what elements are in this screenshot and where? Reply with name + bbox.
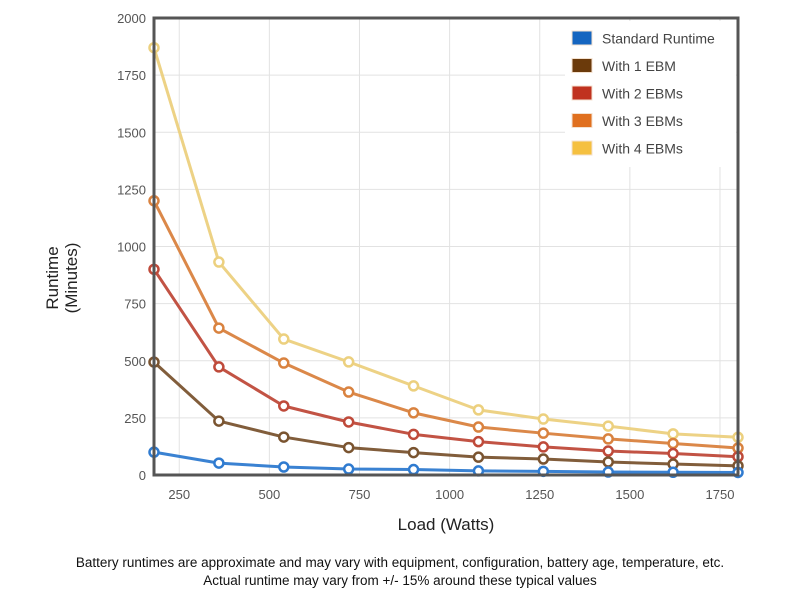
data-point (537, 413, 550, 425)
footnote: Battery runtimes are approximate and may… (0, 554, 800, 590)
legend-swatch (571, 140, 593, 156)
series-line (153, 450, 739, 474)
plot-frame (152, 16, 740, 477)
x-tick-label: 1000 (435, 487, 464, 502)
data-point (667, 428, 679, 440)
data-point (602, 433, 614, 445)
data-point (278, 461, 290, 473)
data-point (278, 400, 290, 412)
data-point (342, 356, 355, 368)
data-point (472, 451, 485, 463)
data-point (342, 463, 355, 475)
data-point (602, 445, 614, 457)
data-point (537, 441, 550, 453)
legend-label: With 1 EBM (602, 58, 676, 74)
y-tick-label: 1750 (117, 68, 146, 83)
y-axis-title: Runtime (Minutes) (43, 243, 81, 314)
legend-item: Standard Runtime (571, 30, 715, 47)
data-point (407, 446, 420, 459)
data-point (537, 453, 550, 465)
data-point (407, 407, 420, 419)
series-line (152, 361, 739, 468)
data-point (342, 386, 355, 398)
data-point (213, 415, 225, 427)
data-point (278, 357, 290, 369)
data-point (213, 361, 225, 373)
legend-item: With 1 EBM (571, 58, 676, 74)
y-axis-title-line2: (Minutes) (62, 243, 81, 314)
data-point (278, 431, 290, 443)
legend-box (565, 21, 736, 167)
series-with-2-ebms (148, 263, 744, 463)
legend-label: With 4 EBMs (602, 141, 683, 157)
data-point (407, 428, 420, 441)
data-point (537, 427, 550, 439)
runtime-chart: 0 250 500 750 1000 1250 1500 1750 2000 250 500 750… (43, 11, 744, 534)
data-point (342, 441, 355, 454)
data-point (342, 416, 355, 428)
data-point (213, 256, 225, 268)
series-line (152, 268, 739, 459)
x-tick-label: 1250 (525, 487, 554, 502)
legend-item: With 2 EBMs (571, 85, 683, 102)
footnote-line-2: Actual runtime may vary from +/- 15% aro… (203, 573, 597, 588)
y-axis-title-line1: Runtime (43, 246, 62, 309)
y-tick-label: 0 (139, 468, 146, 483)
legend-item: With 3 EBMs (571, 113, 683, 129)
legend-swatch (571, 85, 593, 101)
data-point (278, 333, 290, 345)
series-line (152, 200, 739, 450)
footnote-line-1: Battery runtimes are approximate and may… (75, 555, 725, 570)
data-point (472, 404, 485, 416)
legend-swatch (571, 58, 593, 73)
legend-label: With 2 EBMs (602, 86, 683, 102)
legend-label: With 3 EBMs (602, 113, 683, 129)
legend-label: Standard Runtime (602, 31, 715, 47)
x-axis-ticks: 250 500 750 1000 1250 1500 1750 (168, 487, 734, 502)
x-tick-label: 1500 (615, 487, 644, 502)
legend: Standard Runtime With 1 EBM With 2 EBMs Wit… (565, 21, 736, 167)
y-tick-label: 750 (124, 297, 146, 312)
legend-swatch (571, 30, 593, 46)
y-tick-label: 250 (124, 411, 146, 426)
x-tick-label: 500 (259, 487, 281, 502)
y-tick-label: 1500 (117, 125, 146, 140)
y-tick-label: 1000 (117, 240, 146, 255)
data-point (602, 456, 614, 468)
data-point (472, 435, 485, 448)
x-tick-label: 250 (168, 487, 190, 502)
data-point (667, 437, 679, 450)
x-tick-label: 750 (349, 487, 371, 502)
y-axis-ticks: 0 250 500 750 1000 1250 1500 1750 2000 (117, 11, 146, 483)
data-point (213, 322, 225, 334)
data-point (213, 457, 225, 469)
y-tick-label: 2000 (117, 11, 146, 26)
y-tick-label: 1250 (117, 182, 146, 197)
x-tick-label: 1750 (706, 487, 735, 502)
y-tick-label: 500 (124, 354, 146, 369)
data-point (602, 420, 614, 432)
x-axis-title: Load (Watts) (398, 515, 495, 534)
data-point (407, 380, 420, 392)
data-point (472, 421, 485, 433)
data-point (407, 463, 420, 476)
series-with-3-ebms (148, 195, 744, 454)
grid-lines (154, 18, 738, 475)
series-line (152, 47, 739, 439)
legend-item: With 4 EBMs (571, 140, 683, 157)
data-point (667, 447, 679, 460)
legend-swatch (571, 113, 593, 128)
